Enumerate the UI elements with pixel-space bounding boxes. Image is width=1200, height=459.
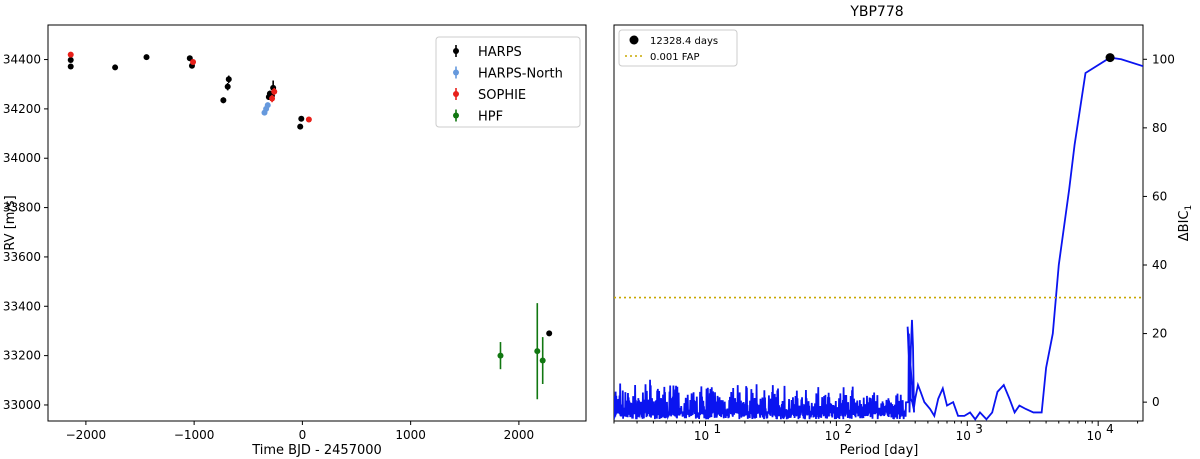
rv-plot-frame: [47, 24, 587, 422]
legend-label: HARPS: [478, 45, 522, 60]
legend-frame: [435, 36, 581, 128]
y-tick-label: 0: [1152, 395, 1160, 409]
periodogram-x-axis-label: Period [day]: [840, 443, 919, 458]
data-point: [190, 59, 197, 66]
y-tick-label: 33000: [3, 398, 41, 412]
data-point: [264, 102, 271, 109]
y-tick-label: 34400: [3, 53, 41, 67]
data-point: [271, 88, 278, 95]
rv-x-axis-label: Time BJD - 2457000: [251, 443, 382, 458]
y-tick-label: 33400: [3, 299, 41, 313]
data-point: [539, 357, 546, 364]
legend-label: 0.001 FAP: [650, 52, 700, 63]
legend-label: HARPS-North: [478, 67, 563, 82]
x-tick-label: −1000: [174, 428, 215, 442]
legend-marker: [453, 91, 459, 97]
y-tick-label: 33600: [3, 250, 41, 264]
data-point: [67, 51, 74, 58]
y-tick-label: 34200: [3, 102, 41, 116]
periodogram-data: [614, 53, 1143, 421]
x-tick-label: 10: [825, 429, 840, 443]
y-tick-label: 80: [1152, 121, 1167, 135]
data-point: [297, 123, 304, 130]
x-tick-label: 2000: [504, 428, 535, 442]
data-point: [305, 116, 312, 123]
data-point: [497, 352, 504, 359]
legend-label: SOPHIE: [478, 88, 526, 103]
periodogram-line: [614, 56, 1143, 421]
data-point: [269, 95, 276, 102]
data-point: [143, 54, 150, 61]
x-tick-exponent: 3: [975, 422, 983, 436]
rv-ticks: −2000 −1000 0 1000 2000 33000 33200 33400 33600 3…: [3, 53, 534, 442]
y-tick-label: 33200: [3, 349, 41, 363]
legend-marker: [453, 48, 459, 54]
y-tick-label: 40: [1152, 258, 1167, 272]
data-point: [112, 64, 119, 71]
legend-label: HPF: [478, 110, 503, 125]
y-tick-label: 100: [1152, 52, 1175, 66]
periodogram-legend: 12328.4 days 0.001 FAP: [618, 29, 738, 67]
x-tick-exponent: 2: [844, 422, 852, 436]
x-tick-label: 0: [299, 428, 307, 442]
y-tick-label: 34000: [3, 151, 41, 165]
legend-frame: [618, 29, 738, 67]
data-point: [534, 348, 541, 355]
periodogram-y-axis-label: ΔBIC1: [1177, 205, 1194, 241]
periodogram-plot-frame: [613, 24, 1144, 422]
x-tick-label: 1000: [395, 428, 426, 442]
data-point: [298, 115, 305, 122]
y-tick-label: 60: [1152, 189, 1167, 203]
x-tick-label: 10: [1087, 429, 1102, 443]
legend-marker: [453, 112, 459, 119]
legend-label: 12328.4 days: [650, 36, 718, 47]
periodogram-y-axis-label-subscript: 1: [1184, 205, 1194, 211]
data-point: [546, 330, 553, 337]
periodogram-title: YBP778: [849, 4, 903, 20]
periodogram-y-axis-label-main: ΔBIC: [1177, 211, 1192, 242]
data-point: [225, 76, 232, 83]
x-tick-label: 10: [694, 429, 709, 443]
peak-marker: [1105, 53, 1115, 63]
rv-data: [67, 51, 553, 400]
x-tick-exponent: 1: [713, 422, 721, 436]
y-tick-label: 33800: [3, 201, 41, 215]
rv-legend: HARPS HARPS-North SOPHIE HPF: [435, 36, 581, 128]
x-tick-label: −2000: [66, 428, 107, 442]
x-tick-label: 10: [956, 429, 971, 443]
legend-marker: [629, 35, 639, 45]
rv-panel: −2000 −1000 0 1000 2000 33000 33200 33400 33600 3…: [3, 24, 587, 458]
data-point: [67, 63, 74, 70]
legend-marker: [453, 69, 459, 76]
rv-y-axis-label: RV [m/s]: [3, 195, 18, 250]
data-point: [220, 97, 227, 104]
data-point: [224, 83, 231, 90]
x-tick-exponent: 4: [1106, 422, 1114, 436]
data-point: [67, 57, 74, 64]
y-tick-label: 20: [1152, 327, 1167, 341]
